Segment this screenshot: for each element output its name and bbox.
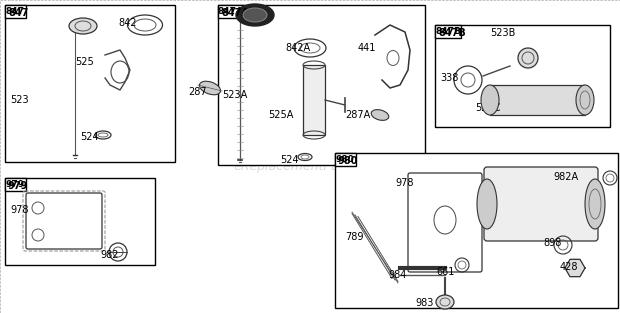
Bar	[490, 85, 585, 115]
Text: 525C: 525C	[475, 103, 500, 113]
Bar	[435, 25, 610, 127]
Bar	[218, 5, 244, 18]
Text: 523B: 523B	[490, 28, 515, 38]
Text: 523A: 523A	[222, 90, 247, 100]
Text: 982A: 982A	[553, 172, 578, 182]
Text: 524: 524	[280, 155, 299, 165]
Ellipse shape	[371, 110, 389, 121]
Bar	[335, 153, 618, 308]
Text: 847A: 847A	[221, 8, 249, 18]
Text: 525: 525	[75, 57, 94, 67]
Ellipse shape	[477, 179, 497, 229]
Text: 982: 982	[100, 250, 118, 260]
Ellipse shape	[243, 8, 267, 22]
Text: 847B: 847B	[435, 27, 461, 36]
Text: 847: 847	[6, 7, 25, 16]
Text: 847A: 847A	[218, 7, 244, 16]
Text: 428: 428	[560, 262, 578, 272]
Ellipse shape	[576, 85, 594, 115]
FancyBboxPatch shape	[484, 167, 598, 241]
Text: 984: 984	[388, 270, 406, 280]
Text: 983: 983	[415, 298, 433, 308]
Bar	[218, 5, 425, 165]
Text: 847: 847	[8, 8, 29, 18]
Bar	[5, 5, 175, 162]
Text: 978: 978	[395, 178, 414, 188]
Ellipse shape	[69, 18, 97, 34]
Text: 980: 980	[336, 155, 355, 164]
Text: 842A: 842A	[285, 43, 310, 53]
Text: eReplacementParts.com: eReplacementParts.com	[234, 160, 386, 173]
Text: 789: 789	[345, 232, 363, 242]
Ellipse shape	[436, 295, 454, 309]
Text: 524: 524	[80, 132, 99, 142]
Text: 979: 979	[8, 181, 29, 191]
Text: 978: 978	[10, 205, 29, 215]
Ellipse shape	[236, 4, 274, 26]
Text: 287A: 287A	[345, 110, 370, 120]
Text: 523: 523	[10, 95, 29, 105]
Text: 661: 661	[436, 267, 454, 277]
Bar	[303, 65, 325, 135]
Text: 338: 338	[440, 73, 458, 83]
Text: 842: 842	[118, 18, 136, 28]
Text: 847B: 847B	[438, 28, 466, 38]
Text: 979: 979	[6, 180, 25, 189]
Polygon shape	[565, 259, 585, 277]
Bar	[5, 5, 25, 18]
Ellipse shape	[518, 48, 538, 68]
Text: 441: 441	[358, 43, 376, 53]
Ellipse shape	[200, 81, 221, 95]
Bar	[335, 153, 355, 166]
Text: 898: 898	[543, 238, 561, 248]
Bar	[5, 178, 155, 265]
Bar	[5, 178, 25, 191]
Ellipse shape	[585, 179, 605, 229]
Text: 287: 287	[188, 87, 206, 97]
Bar	[435, 25, 461, 38]
Ellipse shape	[481, 85, 499, 115]
Text: 980: 980	[338, 156, 358, 166]
Text: 525A: 525A	[268, 110, 293, 120]
